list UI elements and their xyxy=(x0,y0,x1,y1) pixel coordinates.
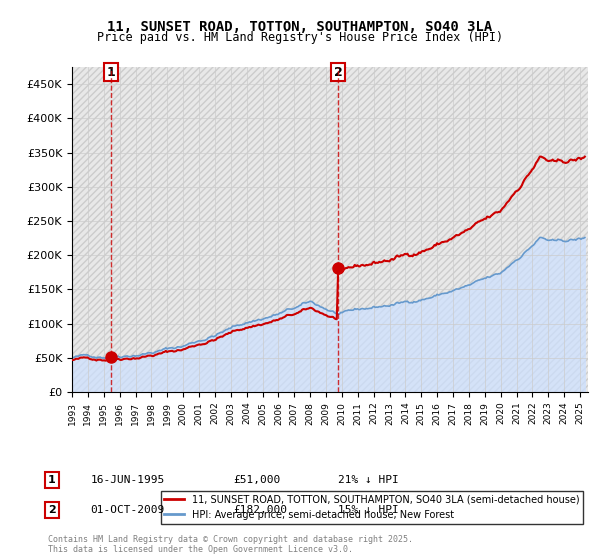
Text: £51,000: £51,000 xyxy=(233,475,280,485)
Text: 11, SUNSET ROAD, TOTTON, SOUTHAMPTON, SO40 3LA: 11, SUNSET ROAD, TOTTON, SOUTHAMPTON, SO… xyxy=(107,20,493,34)
Text: 01-OCT-2009: 01-OCT-2009 xyxy=(90,505,164,515)
Legend: 11, SUNSET ROAD, TOTTON, SOUTHAMPTON, SO40 3LA (semi-detached house), HPI: Avera: 11, SUNSET ROAD, TOTTON, SOUTHAMPTON, SO… xyxy=(161,491,583,524)
Text: £182,000: £182,000 xyxy=(233,505,287,515)
Text: 2: 2 xyxy=(334,66,343,79)
Text: 16-JUN-1995: 16-JUN-1995 xyxy=(90,475,164,485)
Text: Price paid vs. HM Land Registry's House Price Index (HPI): Price paid vs. HM Land Registry's House … xyxy=(97,31,503,44)
Text: Contains HM Land Registry data © Crown copyright and database right 2025.
This d: Contains HM Land Registry data © Crown c… xyxy=(48,535,413,554)
Text: 2: 2 xyxy=(48,505,56,515)
Text: 1: 1 xyxy=(48,475,56,485)
Text: 21% ↓ HPI: 21% ↓ HPI xyxy=(338,475,399,485)
Text: 15% ↓ HPI: 15% ↓ HPI xyxy=(338,505,399,515)
Text: 1: 1 xyxy=(107,66,115,79)
